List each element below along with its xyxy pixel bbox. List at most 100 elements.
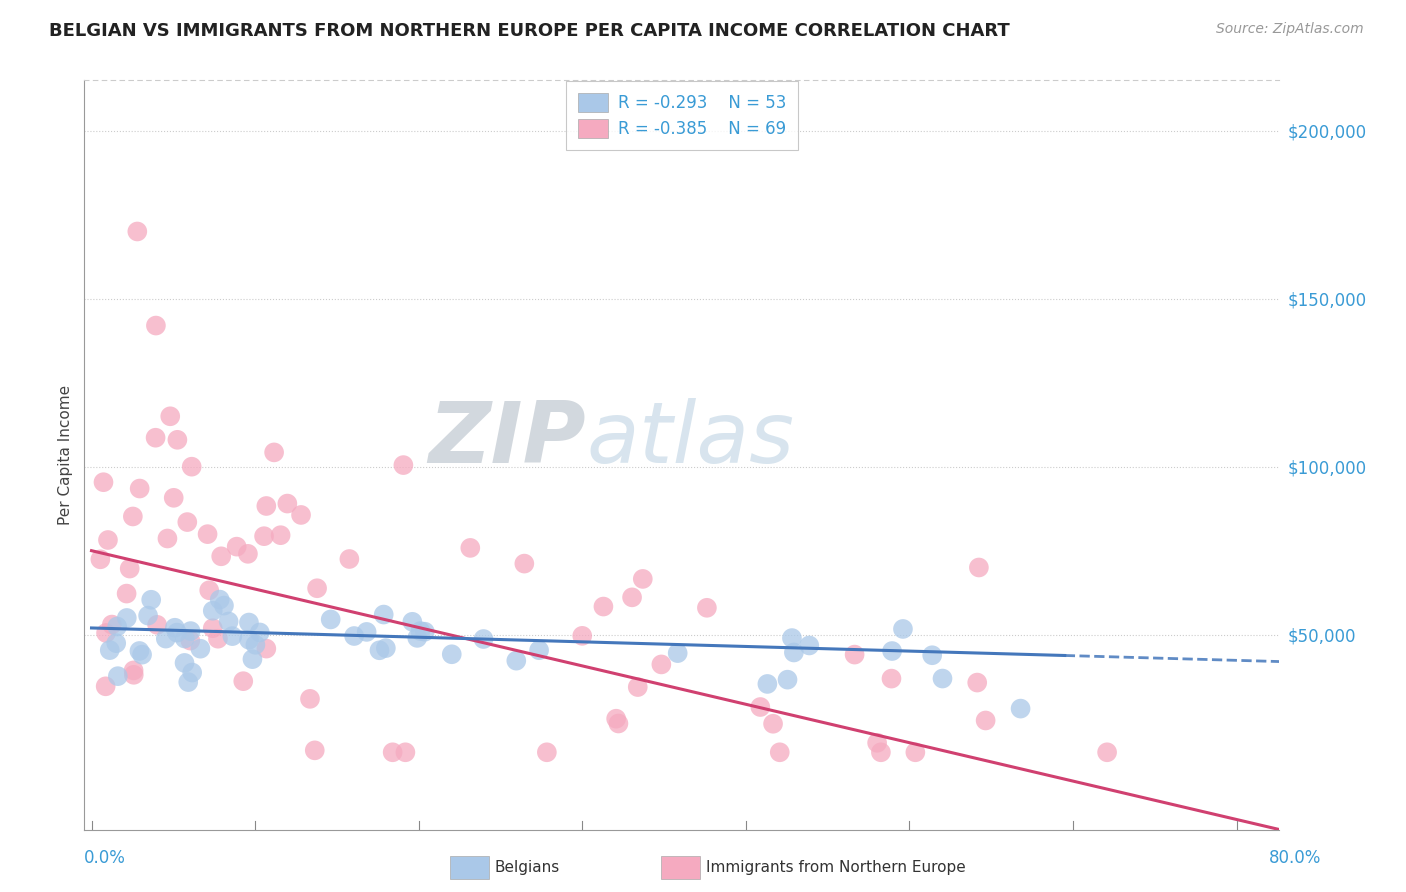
Point xyxy=(181,665,204,680)
Point xyxy=(197,527,219,541)
Point xyxy=(472,632,495,646)
Text: Immigrants from Northern Europe: Immigrants from Northern Europe xyxy=(706,861,966,875)
Point xyxy=(536,745,558,759)
Point xyxy=(253,529,276,543)
Point xyxy=(190,641,212,656)
Point xyxy=(513,557,536,571)
Point xyxy=(94,626,117,640)
Point xyxy=(756,677,779,691)
Point xyxy=(762,716,785,731)
Text: Source: ZipAtlas.com: Source: ZipAtlas.com xyxy=(1216,22,1364,37)
Point xyxy=(176,515,198,529)
Point xyxy=(458,541,481,555)
Point xyxy=(225,540,247,554)
Point xyxy=(208,592,231,607)
Point xyxy=(212,599,235,613)
Point xyxy=(440,647,463,661)
Point xyxy=(122,664,145,678)
Point xyxy=(921,648,943,663)
Point xyxy=(844,648,866,662)
Point xyxy=(343,629,366,643)
Point xyxy=(974,714,997,728)
Point xyxy=(769,745,792,759)
Point xyxy=(776,673,799,687)
Point xyxy=(238,632,260,647)
Point xyxy=(98,643,121,657)
Point xyxy=(904,745,927,759)
Point xyxy=(145,318,167,333)
Point xyxy=(931,672,953,686)
Point xyxy=(128,482,150,496)
Point xyxy=(89,552,111,566)
Point xyxy=(242,652,264,666)
Point xyxy=(180,459,202,474)
Point xyxy=(127,225,149,239)
Point xyxy=(207,632,229,646)
Point xyxy=(209,549,232,564)
Point xyxy=(163,491,186,505)
Point xyxy=(319,612,342,626)
Point xyxy=(356,624,378,639)
Point xyxy=(263,445,285,459)
Point xyxy=(527,643,550,657)
Point xyxy=(413,624,436,639)
Point xyxy=(232,674,254,689)
Point xyxy=(621,591,644,605)
Point xyxy=(666,646,689,660)
Point xyxy=(298,691,321,706)
Point xyxy=(238,615,260,630)
Text: ZIP: ZIP xyxy=(429,399,586,482)
Point xyxy=(631,572,654,586)
Text: atlas: atlas xyxy=(586,399,794,482)
Point xyxy=(201,621,224,635)
Point xyxy=(373,607,395,622)
Point xyxy=(173,656,195,670)
Point xyxy=(97,533,120,547)
Point xyxy=(245,638,267,652)
Point xyxy=(122,667,145,681)
Point xyxy=(121,509,143,524)
Point xyxy=(891,622,914,636)
Point xyxy=(505,654,527,668)
Point xyxy=(1010,701,1032,715)
Point xyxy=(880,644,903,658)
Point xyxy=(107,669,129,683)
Point xyxy=(270,528,292,542)
Y-axis label: Per Capita Income: Per Capita Income xyxy=(58,384,73,525)
Point xyxy=(136,608,159,623)
Point xyxy=(128,644,150,658)
Point xyxy=(368,643,391,657)
Point xyxy=(179,633,201,648)
Point xyxy=(401,615,423,629)
Point xyxy=(592,599,614,614)
Point xyxy=(177,675,200,690)
Point xyxy=(409,624,432,638)
Point xyxy=(155,632,177,646)
Point xyxy=(374,641,396,656)
Point xyxy=(201,604,224,618)
Point xyxy=(145,431,167,445)
Point xyxy=(115,611,138,625)
Point xyxy=(105,636,128,650)
Point xyxy=(392,458,415,472)
Point xyxy=(218,615,240,629)
Point xyxy=(783,645,806,659)
Point xyxy=(307,581,329,595)
Point xyxy=(967,560,990,574)
Point xyxy=(131,648,153,662)
Point xyxy=(159,409,181,424)
Point xyxy=(105,619,128,633)
Point xyxy=(249,625,271,640)
Point xyxy=(166,625,188,640)
Text: BELGIAN VS IMMIGRANTS FROM NORTHERN EUROPE PER CAPITA INCOME CORRELATION CHART: BELGIAN VS IMMIGRANTS FROM NORTHERN EURO… xyxy=(49,22,1010,40)
Point xyxy=(118,561,141,575)
Point xyxy=(1095,745,1118,759)
Point xyxy=(236,547,259,561)
Text: 0.0%: 0.0% xyxy=(84,849,127,867)
Point xyxy=(337,552,360,566)
Point xyxy=(605,712,627,726)
Point xyxy=(406,631,429,645)
Point xyxy=(870,745,893,759)
Point xyxy=(254,499,277,513)
Point xyxy=(141,592,163,607)
